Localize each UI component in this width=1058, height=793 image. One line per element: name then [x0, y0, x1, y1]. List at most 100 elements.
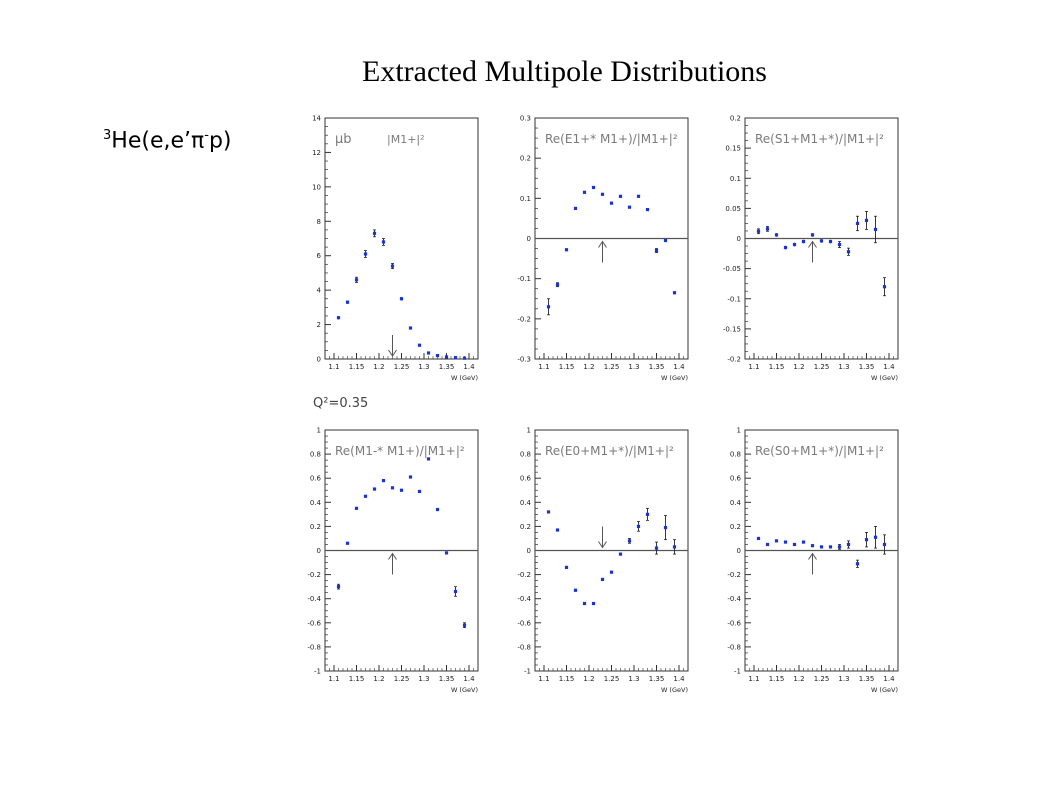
panel-label: Re(E0+M1+*)/|M1+|² [545, 444, 674, 458]
data-point [573, 206, 578, 210]
x-tick-label: 1.3 [838, 363, 849, 371]
arrow-head [808, 240, 817, 248]
panel-unit-label: μb [335, 132, 352, 147]
data-point [417, 489, 422, 494]
y-tick-label: 0 [737, 235, 741, 243]
chart-panel-5: -1 -0.8 -0.6 -0.4 -0.2 0 0.2 0.4 0.6 0.8 1 1.1 1.15 1… [517, 427, 689, 694]
y-tick-label: 8 [317, 218, 321, 226]
data-point [354, 506, 359, 510]
x-tick-label: 1.2 [793, 675, 804, 683]
data-point [435, 353, 440, 358]
y-tick-label: 0 [317, 547, 321, 555]
y-tick-label: -0.2 [727, 356, 741, 364]
x-tick-label: 1.1 [538, 675, 549, 683]
data-point [381, 479, 386, 483]
x-axis-title: W (GeV) [661, 374, 688, 382]
x-tick-label: 1.2 [373, 675, 384, 683]
data-point [654, 248, 659, 253]
x-tick-label: 1.25 [394, 675, 410, 683]
y-tick-label: -0.3 [517, 356, 531, 364]
x-tick-label: 1.4 [883, 363, 895, 371]
x-tick-label: 1.2 [793, 363, 804, 371]
data-point [819, 239, 824, 243]
data-point [672, 291, 677, 295]
y-tick-label: 0.1 [520, 195, 531, 203]
data-point [846, 250, 851, 254]
data-point [426, 351, 431, 355]
x-axis-title: W (GeV) [871, 374, 898, 382]
data-point [390, 264, 395, 268]
data-point [564, 565, 569, 569]
y-tick-label: 2 [317, 321, 321, 329]
x-tick-label: 1.25 [394, 363, 410, 371]
data-point [837, 545, 842, 549]
data-point [555, 283, 560, 287]
data-point [765, 227, 770, 231]
data-point [774, 539, 779, 543]
data-point [765, 542, 770, 547]
y-tick-label: -0.15 [723, 325, 741, 333]
x-tick-label: 1.3 [628, 363, 639, 371]
data-point [345, 300, 350, 304]
y-tick-label: 0.2 [730, 523, 741, 531]
y-tick-label: -0.8 [727, 643, 741, 651]
data-point [864, 538, 869, 542]
data-point [864, 218, 869, 223]
y-tick-label: 0.4 [730, 499, 742, 507]
data-point [810, 544, 815, 548]
y-tick-label: 0 [317, 356, 321, 364]
data-point [783, 245, 788, 250]
y-tick-label: 12 [312, 149, 321, 157]
panel-label: Re(E1+* M1+)/|M1+|² [545, 132, 678, 146]
data-point [381, 240, 386, 244]
data-point [801, 540, 806, 544]
y-tick-label: -0.6 [307, 619, 321, 627]
data-point [600, 192, 605, 196]
y-tick-label: 0.15 [725, 145, 741, 153]
data-point [591, 601, 596, 606]
data-point [792, 242, 797, 247]
data-point [336, 316, 341, 320]
y-tick-label: 0.2 [520, 523, 531, 531]
data-point [582, 601, 587, 606]
y-tick-label: 0.2 [730, 115, 741, 123]
reaction-label: 3He(e,e’π-p) [103, 128, 232, 153]
x-tick-label: 1.2 [583, 675, 594, 683]
data-point [810, 233, 815, 237]
y-tick-label: -0.6 [727, 619, 741, 627]
data-point [645, 207, 650, 212]
y-tick-label: 0.2 [310, 523, 321, 531]
data-point [819, 545, 824, 549]
data-point [618, 552, 623, 556]
y-tick-label: -0.2 [727, 571, 741, 579]
data-point [546, 510, 551, 514]
data-point [462, 623, 467, 627]
data-point [546, 305, 551, 309]
x-tick-label: 1.15 [769, 675, 785, 683]
data-point [627, 205, 632, 209]
data-point [663, 238, 668, 243]
y-tick-label: 10 [312, 183, 321, 191]
x-tick-label: 1.25 [814, 363, 830, 371]
x-tick-label: 1.35 [439, 675, 455, 683]
arrow-head [598, 240, 607, 248]
data-point [672, 545, 677, 549]
panel-label: Re(S0+M1+*)/|M1+|² [755, 444, 884, 458]
data-point [591, 185, 596, 190]
data-point [363, 494, 368, 498]
data-point [600, 577, 605, 582]
x-tick-label: 1.25 [604, 363, 620, 371]
data-point [354, 278, 359, 282]
x-tick-label: 1.3 [838, 675, 849, 683]
data-point [627, 539, 632, 543]
data-point [417, 343, 422, 347]
data-point [363, 252, 368, 256]
x-tick-label: 1.15 [349, 675, 365, 683]
panel-label: |M1+|² [387, 133, 425, 146]
data-point [582, 190, 587, 194]
data-point [783, 540, 788, 544]
data-point [453, 356, 458, 360]
data-point [756, 536, 761, 541]
plot-frame [324, 117, 479, 360]
y-tick-label: -1 [524, 668, 531, 676]
